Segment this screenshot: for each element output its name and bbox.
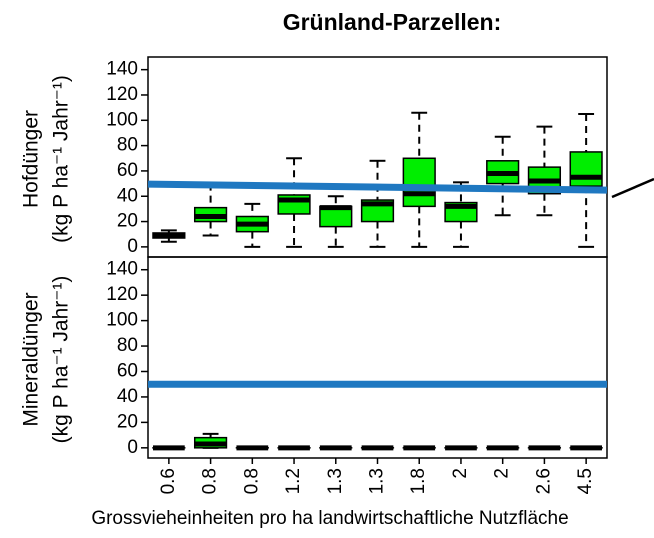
y-tick-label: 40 — [117, 386, 138, 407]
annotation-pointer — [611, 177, 654, 199]
x-tick-label: 0.8 — [200, 468, 221, 494]
plot-frame — [147, 256, 608, 459]
x-tick-label: 1.8 — [408, 468, 429, 494]
x-tick-label: 1.3 — [325, 468, 346, 494]
x-tick-label: 0.8 — [241, 468, 262, 494]
x-tick-label: 2 — [492, 468, 513, 479]
y-axis-label: (kg P ha⁻¹ Jahr⁻¹) — [50, 276, 73, 444]
x-tick-label: 4.5 — [575, 468, 596, 494]
x-tick-label: 1.2 — [283, 468, 304, 494]
y-tick-label: 100 — [106, 310, 138, 331]
reference-line — [147, 180, 608, 194]
y-tick-label: 120 — [106, 84, 138, 105]
y-tick-label: 20 — [117, 411, 138, 432]
y-tick-label: 20 — [117, 211, 138, 232]
chart-title: Grünland-Parzellen: — [283, 9, 502, 35]
y-tick-label: 60 — [117, 361, 138, 382]
y-axis-label: Hofdünger — [20, 110, 43, 208]
y-tick-label: 0 — [127, 437, 138, 458]
y-tick-label: 80 — [117, 335, 138, 356]
y-tick-label: 100 — [106, 109, 138, 130]
x-tick-label: 1.3 — [367, 468, 388, 494]
y-axis-label: Mineraldünger — [20, 292, 43, 426]
y-tick-label: 60 — [117, 160, 138, 181]
x-tick-label: 2.6 — [533, 468, 554, 494]
box — [569, 151, 603, 187]
box — [402, 157, 436, 208]
y-tick-label: 120 — [106, 284, 138, 305]
y-tick-label: 140 — [106, 259, 138, 280]
x-axis-label: Grossvieheinheiten pro ha landwirtschaft… — [91, 508, 568, 529]
y-axis-label: (kg P ha⁻¹ Jahr⁻¹) — [50, 75, 73, 243]
y-tick-label: 140 — [106, 59, 138, 80]
x-tick-label: 0.6 — [158, 468, 179, 494]
y-tick-label: 0 — [127, 236, 138, 257]
y-tick-label: 80 — [117, 135, 138, 156]
x-tick-label: 2 — [450, 468, 471, 479]
y-tick-label: 40 — [117, 185, 138, 206]
